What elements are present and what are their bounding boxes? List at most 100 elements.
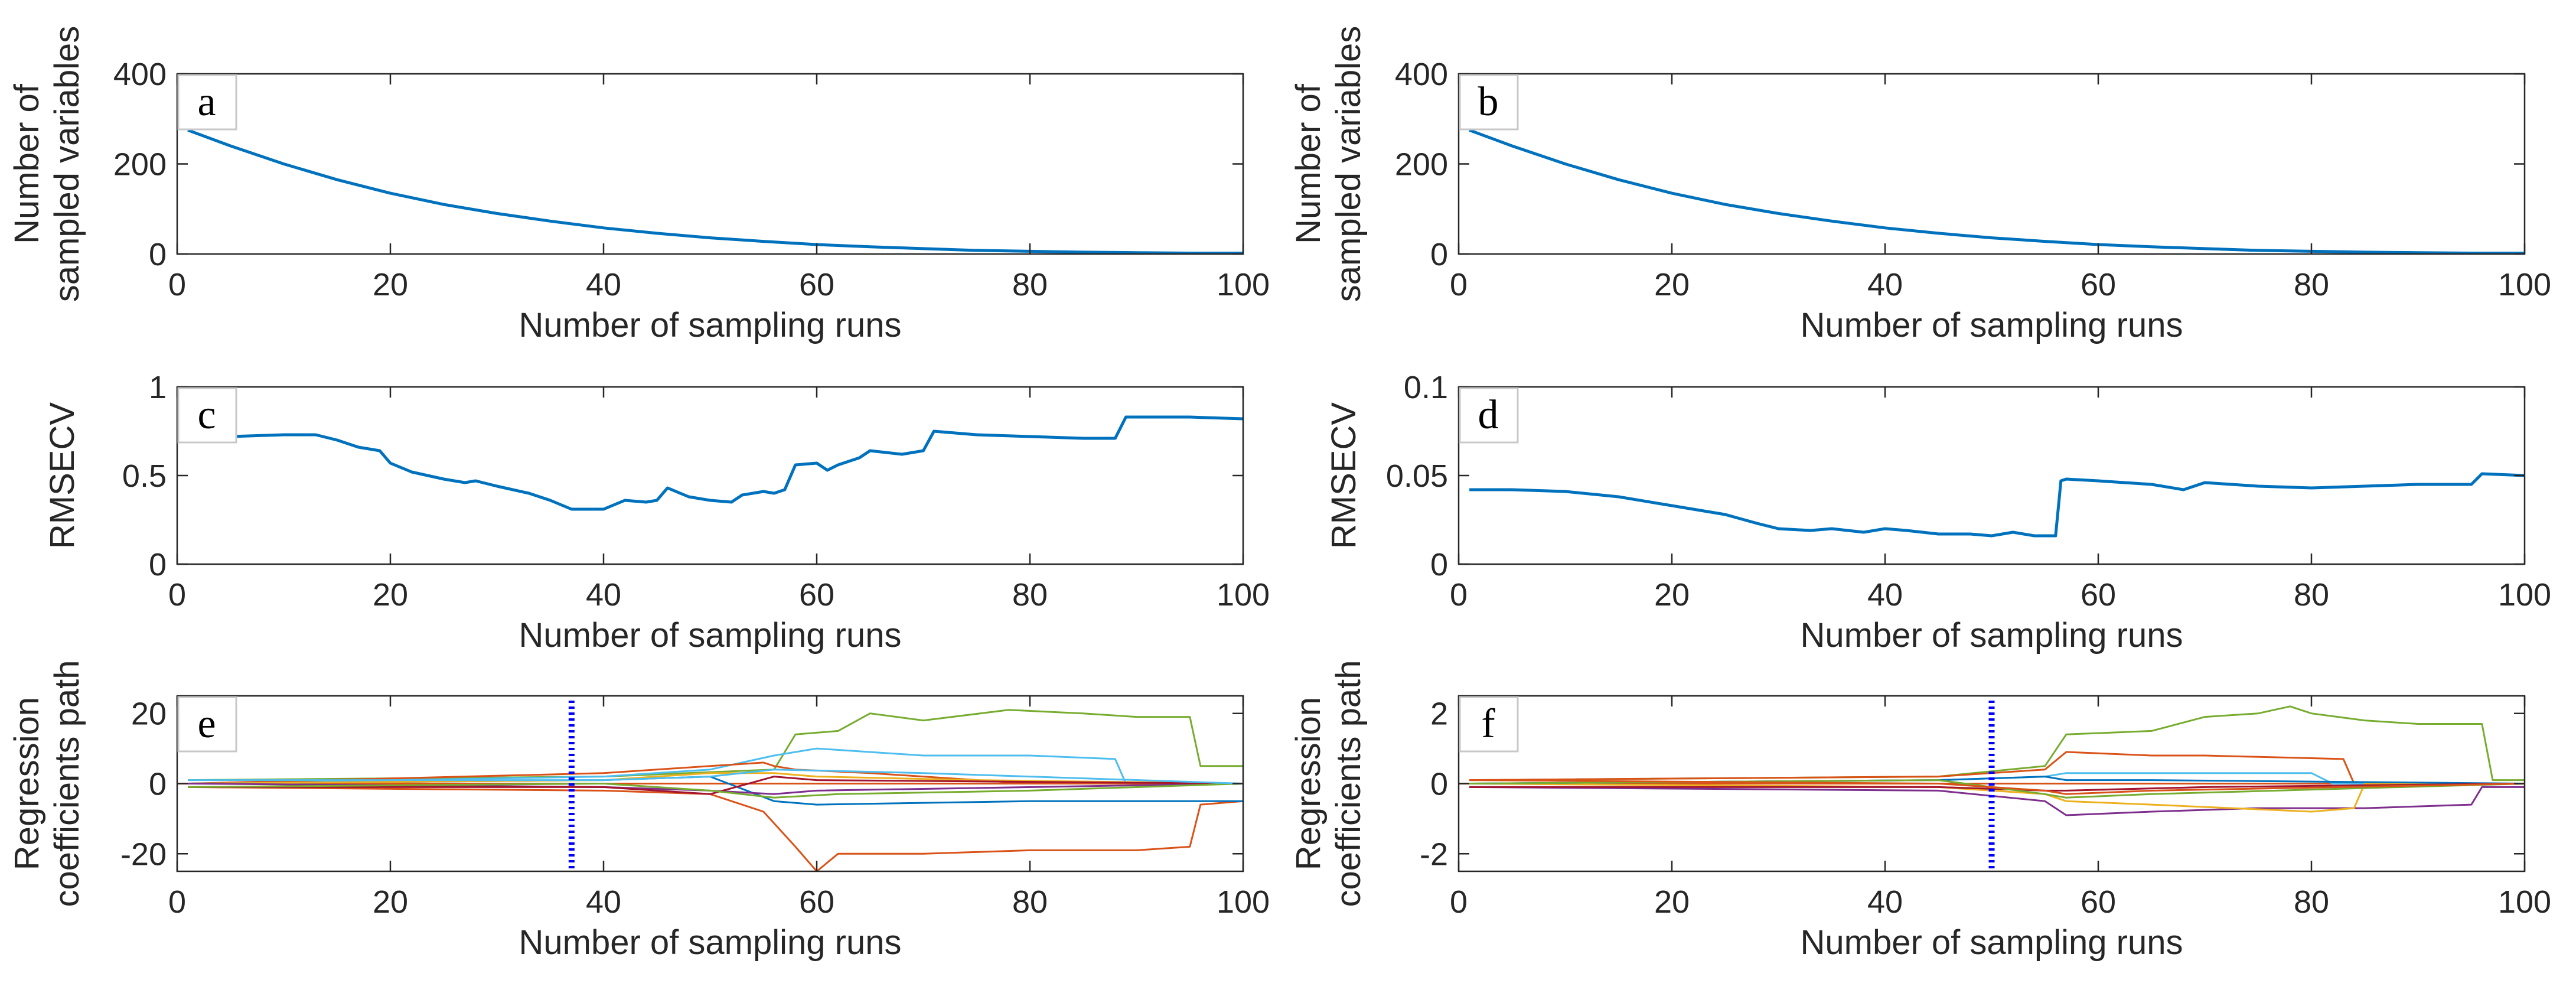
y-tick-label: 0 <box>1430 237 1448 272</box>
y-tick-label: 400 <box>113 57 167 92</box>
y-axis-label: Regression <box>1289 697 1328 870</box>
x-tick-label: 80 <box>2294 577 2329 613</box>
panel-letter: a <box>197 79 216 125</box>
series-line-7 <box>188 776 1243 795</box>
series-line-9 <box>188 769 1243 784</box>
panel-a: 0 20 40 60 80 100 0 200 400 Number of sampling ru… <box>8 26 1270 344</box>
y-tick-label: 1 <box>149 370 167 405</box>
x-tick-label: 40 <box>586 577 621 613</box>
y-axis-label: Regression <box>8 697 46 870</box>
y-axis-label: coefficients path <box>1329 660 1368 907</box>
x-tick-label: 60 <box>2081 884 2116 920</box>
x-tick-label: 100 <box>1217 267 1270 302</box>
x-axis-label: Number of sampling runs <box>1801 616 2183 655</box>
series-line-0 <box>1469 705 2525 782</box>
panel-d: 0 20 40 60 80 100 0 0.05 0.1 Number of sampling r… <box>1325 370 2551 655</box>
panel-letter-box <box>1459 74 1519 131</box>
data-layer <box>187 128 1243 254</box>
panel-letter-box <box>177 387 237 444</box>
x-tick-label: 0 <box>168 577 186 613</box>
y-axis-label: RMSECV <box>1325 402 1363 549</box>
y-axis-label: sampled variables <box>48 26 86 302</box>
panel-letter-box <box>1459 696 1519 753</box>
series-line-7 <box>1469 779 2525 799</box>
x-tick-label: 60 <box>2081 267 2116 302</box>
x-tick-label: 60 <box>799 267 834 302</box>
series-line-0 <box>187 128 1243 254</box>
panel-letter: f <box>1481 701 1495 747</box>
x-tick-label: 0 <box>1450 267 1468 302</box>
x-axis-label: Number of sampling runs <box>519 616 902 655</box>
panel-letter: d <box>1478 392 1499 438</box>
x-axis-label: Number of sampling runs <box>519 306 902 344</box>
y-tick-label: -20 <box>120 836 167 872</box>
x-tick-label: 80 <box>1012 884 1048 920</box>
y-tick-label: 200 <box>113 147 167 183</box>
x-tick-label: 0 <box>1450 884 1468 920</box>
panel-letter: b <box>1478 79 1499 125</box>
panel-c: 0 20 40 60 80 100 0 0.5 1 Number of sampling runs… <box>43 370 1270 655</box>
x-tick-label: 80 <box>1012 577 1048 613</box>
x-tick-label: 0 <box>1450 577 1468 613</box>
y-tick-label: 0.05 <box>1386 458 1448 494</box>
x-axis-label: Number of sampling runs <box>519 923 902 962</box>
panel-letter-box <box>1459 387 1519 444</box>
plot-area <box>177 74 1243 254</box>
y-tick-label: 20 <box>131 696 167 732</box>
x-tick-label: 100 <box>1217 577 1270 613</box>
y-tick-label: 200 <box>1395 147 1448 183</box>
panel-b: 0 20 40 60 80 100 0 200 400 Number of sampling ru… <box>1289 26 2551 344</box>
y-axis-label: RMSECV <box>43 402 81 549</box>
y-tick-label: 0 <box>149 547 167 582</box>
y-axis-label: coefficients path <box>48 660 86 907</box>
panel-letter-box <box>177 74 237 131</box>
data-layer <box>1459 701 2525 869</box>
data-layer <box>188 415 1243 511</box>
y-tick-label: 0.1 <box>1404 370 1448 405</box>
x-tick-label: 100 <box>1217 884 1270 920</box>
series-line-0 <box>1469 472 2525 538</box>
x-tick-label: 60 <box>799 884 834 920</box>
x-tick-label: 0 <box>168 267 186 302</box>
y-tick-label: 0 <box>1430 767 1448 802</box>
panel-letter-box <box>177 696 237 753</box>
y-axis-label: Number of <box>1289 83 1328 244</box>
x-tick-label: 60 <box>2081 577 2116 613</box>
series-line-0 <box>188 415 1243 511</box>
y-axis-label: Number of <box>8 83 46 244</box>
x-tick-label: 20 <box>1654 577 1690 613</box>
x-tick-label: 40 <box>1867 267 1903 302</box>
y-tick-label: 0 <box>149 767 167 802</box>
x-tick-label: 20 <box>1654 884 1690 920</box>
x-tick-label: 20 <box>373 267 408 302</box>
x-tick-label: 40 <box>1867 884 1903 920</box>
x-axis-label: Number of sampling runs <box>1801 306 2183 344</box>
y-tick-label: 2 <box>1430 696 1448 732</box>
y-tick-label: 0.5 <box>122 458 167 494</box>
series-line-6 <box>1469 783 2525 792</box>
series-line-1 <box>1469 751 2525 784</box>
x-tick-label: 20 <box>1654 267 1690 302</box>
plot-area <box>1459 387 2525 564</box>
x-tick-label: 20 <box>373 884 408 920</box>
data-layer <box>1469 472 2525 538</box>
series-line-8 <box>1469 779 2525 795</box>
x-tick-label: 80 <box>2294 267 2329 302</box>
x-tick-label: 40 <box>586 884 621 920</box>
x-tick-label: 100 <box>2498 577 2551 613</box>
x-tick-label: 80 <box>2294 884 2329 920</box>
data-layer <box>1469 128 2525 254</box>
plot-area <box>177 387 1243 564</box>
x-tick-label: 100 <box>2498 267 2551 302</box>
x-tick-label: 80 <box>1012 267 1048 302</box>
data-layer <box>177 701 1243 871</box>
x-tick-label: 20 <box>373 577 408 613</box>
series-line-2 <box>188 747 1243 784</box>
x-tick-label: 60 <box>799 577 834 613</box>
y-tick-label: 0 <box>149 237 167 272</box>
series-line-8 <box>188 783 1243 799</box>
y-tick-label: 400 <box>1395 57 1448 92</box>
